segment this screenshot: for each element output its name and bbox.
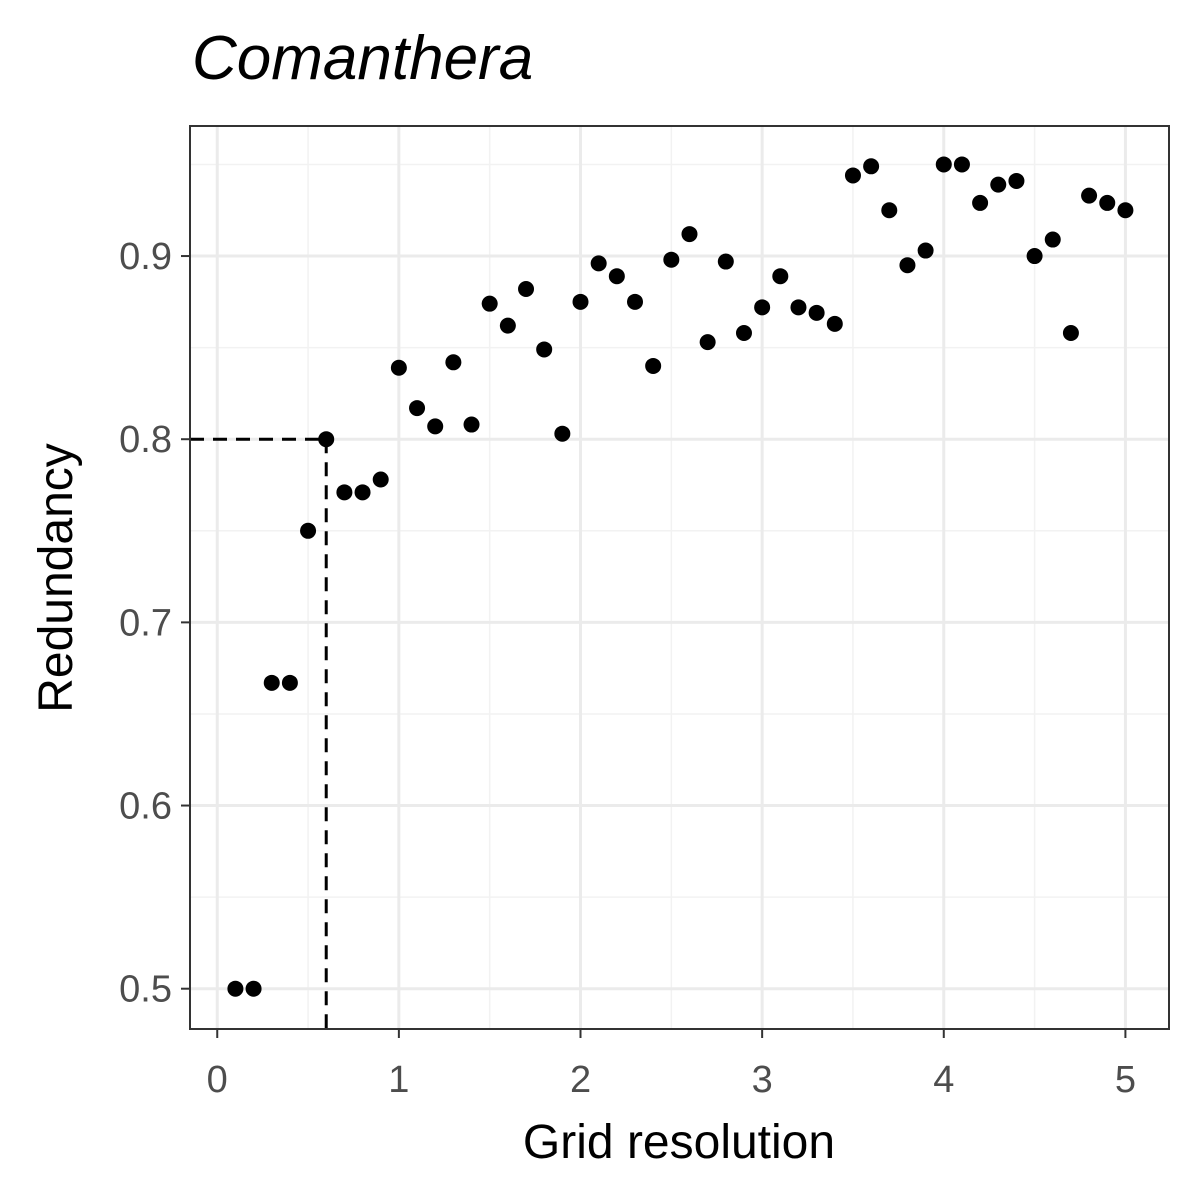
minor-gridlines: [190, 126, 1169, 1029]
x-tick-label: 4: [933, 1059, 954, 1101]
data-point: [281, 674, 298, 691]
reference-lines: [190, 437, 328, 1029]
chart-title: Comanthera: [192, 24, 533, 93]
data-point: [499, 317, 516, 334]
data-point: [572, 293, 589, 310]
data-point: [245, 980, 262, 997]
data-points: [227, 156, 1134, 997]
x-tick-label: 3: [752, 1059, 773, 1101]
plot-panel: [190, 126, 1169, 1029]
data-point: [899, 257, 916, 274]
data-point: [663, 251, 680, 268]
data-point: [1062, 324, 1079, 341]
y-tick-label: 0.9: [119, 236, 172, 278]
data-point: [445, 354, 462, 371]
data-point: [772, 268, 789, 285]
data-point: [372, 471, 389, 488]
x-tick-label: 2: [570, 1059, 591, 1101]
data-point: [1008, 172, 1025, 189]
data-point: [1044, 231, 1061, 248]
y-tick-label: 0.6: [119, 786, 172, 828]
data-point: [990, 176, 1007, 193]
data-point: [808, 304, 825, 321]
data-point: [645, 357, 662, 374]
data-point: [590, 255, 607, 272]
data-point: [227, 980, 244, 997]
data-point: [717, 253, 734, 270]
data-point: [863, 158, 880, 175]
y-tick-label: 0.7: [119, 602, 172, 644]
x-tick-label: 0: [207, 1059, 228, 1101]
data-point: [1081, 187, 1098, 204]
data-point: [1117, 202, 1134, 219]
data-point: [336, 484, 353, 501]
data-point: [390, 359, 407, 376]
y-tick-label: 0.5: [119, 969, 172, 1011]
data-point: [681, 226, 698, 243]
data-point: [699, 334, 716, 351]
data-point: [608, 268, 625, 285]
data-point: [935, 156, 952, 173]
y-axis-ticks: 0.5 0.6 0.7 0.8 0.9: [119, 236, 190, 1011]
data-point: [1099, 194, 1116, 211]
y-axis-title: Redundancy: [30, 443, 83, 713]
data-point: [826, 315, 843, 332]
data-point: [844, 167, 861, 184]
data-point: [735, 324, 752, 341]
data-point: [627, 293, 643, 310]
x-tick-label: 5: [1115, 1059, 1136, 1101]
x-axis-ticks: 0 1 2 3 4 5: [207, 1029, 1136, 1101]
major-gridlines: [190, 126, 1169, 1029]
data-point: [318, 431, 335, 448]
data-point: [754, 299, 771, 316]
data-point: [917, 242, 934, 259]
data-point: [554, 425, 571, 442]
x-tick-label: 1: [388, 1059, 409, 1101]
data-point: [790, 299, 807, 316]
data-point: [881, 202, 898, 219]
data-point: [953, 156, 970, 173]
data-point: [427, 418, 444, 435]
y-tick-label: 0.8: [119, 419, 172, 461]
panel-border: [189, 125, 1170, 1030]
data-point: [300, 522, 317, 539]
data-point: [536, 341, 553, 358]
data-point: [263, 674, 280, 691]
data-point: [481, 295, 498, 312]
data-point: [972, 194, 989, 211]
x-axis-title: Grid resolution: [523, 1116, 835, 1169]
data-point: [518, 281, 535, 298]
data-point: [354, 484, 371, 501]
data-point: [409, 400, 426, 417]
data-point: [1026, 248, 1043, 265]
data-point: [463, 416, 480, 433]
